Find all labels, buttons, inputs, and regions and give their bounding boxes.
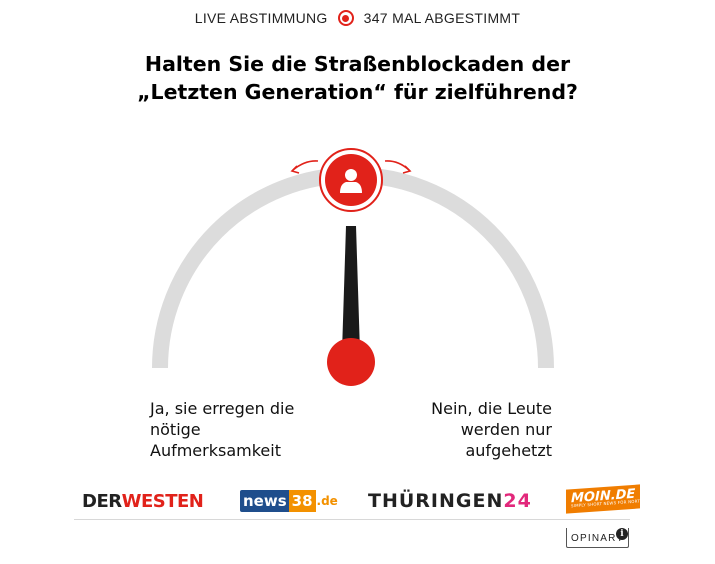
answer-no-line-2: werden nur (460, 420, 552, 439)
poll-question: Halten Sie die Straßenblockaden der „Let… (60, 50, 655, 106)
drag-arrows-icon (290, 160, 412, 174)
derwesten-logo-der: DER (82, 490, 122, 512)
gauge-needle[interactable] (327, 226, 375, 386)
news38-logo[interactable]: news 38 .de (240, 488, 338, 514)
thueringen24-logo-text: THÜRINGEN (368, 490, 504, 512)
answer-no[interactable]: Nein, die Leute werden nur aufgehetzt (372, 398, 552, 461)
news38-logo-news: news (240, 490, 289, 512)
partner-logos: DER WESTEN news 38 .de THÜRINGEN 24 MOIN.DE … (60, 484, 660, 514)
news38-logo-de: .de (316, 494, 338, 508)
thueringen24-logo-num: 24 (503, 490, 532, 512)
poll-question-line-2: „Letzten Generation“ für zielführend? (137, 80, 578, 104)
needle-pivot (327, 338, 375, 386)
answer-yes-line-1: Ja, sie erregen die (150, 399, 295, 418)
answer-yes-line-2: nötige (150, 420, 201, 439)
needle-bar (342, 226, 360, 352)
moin-logo[interactable]: MOIN.DE SIMPLY SHORT NEWS FOR NORTH (566, 484, 643, 514)
answer-yes-line-3: Aufmerksamkeit (150, 441, 281, 460)
info-icon[interactable]: i (616, 528, 628, 540)
live-indicator-icon (337, 10, 354, 26)
derwesten-logo-westen: WESTEN (121, 490, 204, 512)
footer-divider (74, 519, 630, 520)
user-icon (340, 169, 362, 193)
answer-no-line-3: aufgehetzt (465, 441, 552, 460)
slider-handle[interactable] (319, 148, 383, 212)
news38-logo-num: 38 (288, 490, 316, 512)
poll-question-line-1: Halten Sie die Straßenblockaden der (144, 52, 571, 76)
derwesten-logo[interactable]: DER WESTEN (82, 488, 204, 514)
live-label: LIVE ABSTIMMUNG (194, 10, 328, 26)
opinary-brand[interactable]: OPINARY (566, 528, 630, 548)
vote-count: 347 MAL ABGESTIMMT (363, 10, 521, 26)
answer-no-line-1: Nein, die Leute (431, 399, 552, 418)
thueringen24-logo[interactable]: THÜRINGEN 24 (368, 488, 532, 514)
live-status-bar: LIVE ABSTIMMUNG 347 MAL ABGESTIMMT (0, 10, 715, 26)
answer-yes[interactable]: Ja, sie erregen die nötige Aufmerksamkei… (150, 398, 330, 461)
